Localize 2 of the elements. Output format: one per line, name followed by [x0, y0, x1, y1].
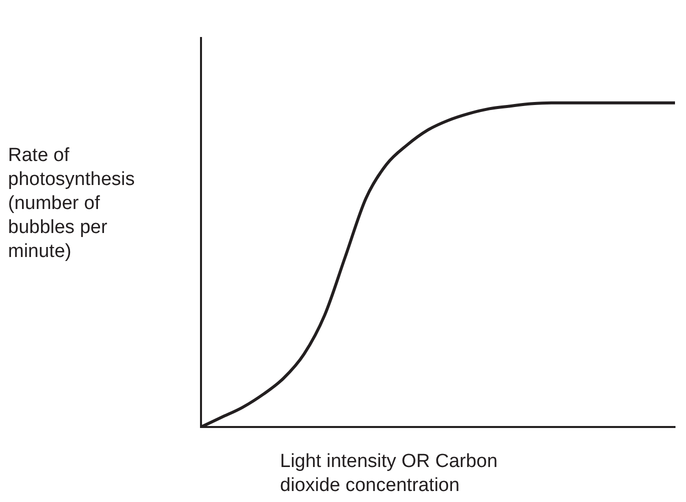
x-axis-title: Light intensity OR Carbon dioxide concentration: [280, 450, 499, 498]
y-axis-title: Rate of photosynthesis (number of bubbles per minute): [8, 144, 136, 264]
